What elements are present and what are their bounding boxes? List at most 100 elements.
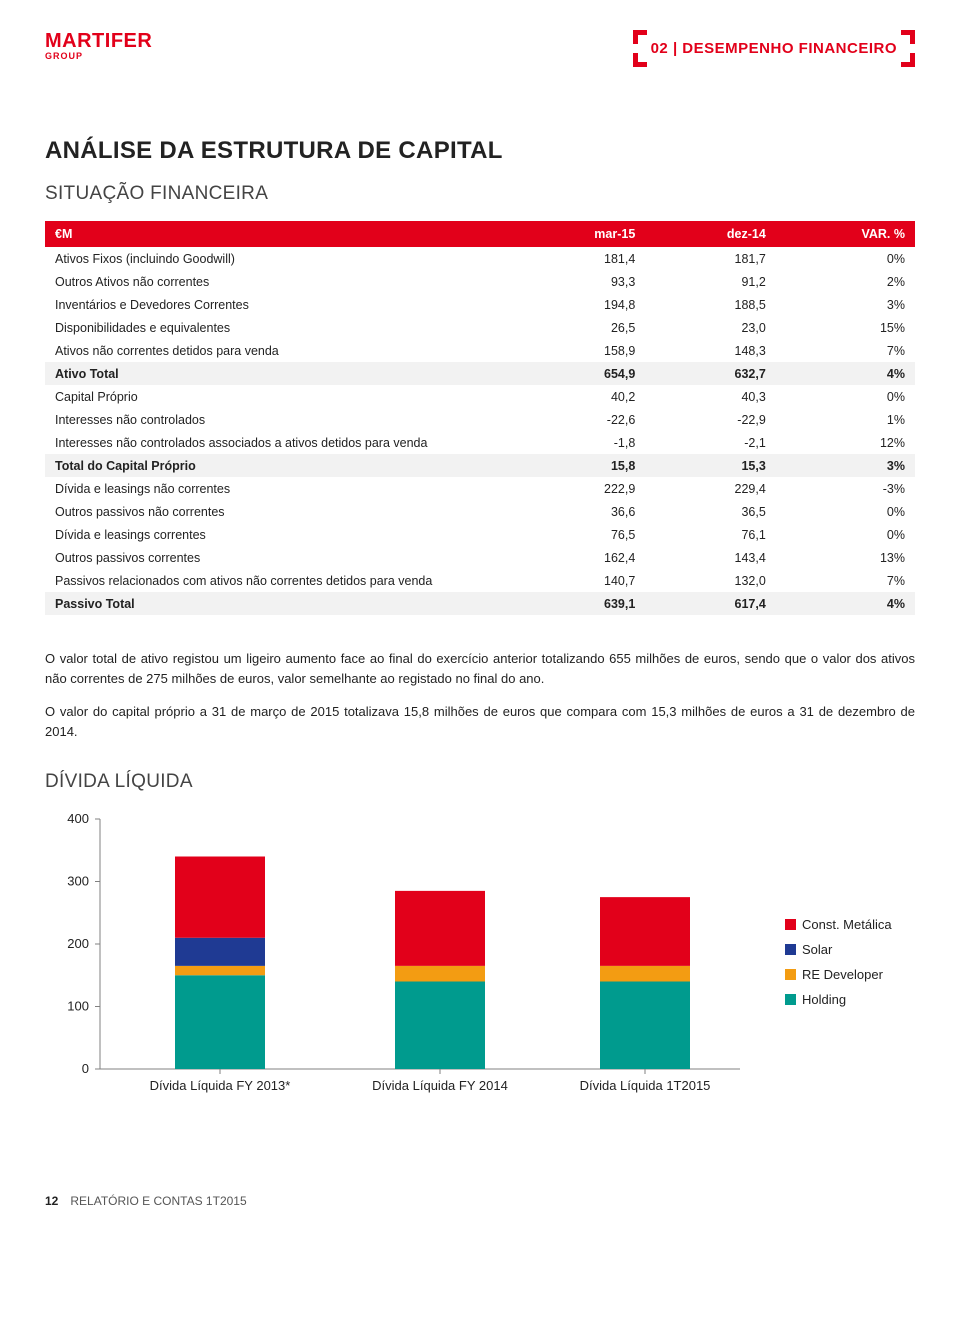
table-cell: 15,3 [645,454,776,477]
table-row: Capital Próprio40,240,30% [45,385,915,408]
table-cell: 15,8 [515,454,646,477]
page-number: 12 [45,1194,58,1208]
legend-item: Solar [785,942,892,957]
table-row: Outros passivos correntes162,4143,413% [45,546,915,569]
table-cell: 143,4 [645,546,776,569]
legend-label: RE Developer [802,967,883,982]
y-tick-label: 300 [67,874,89,889]
chart-section: DÍVIDA LÍQUIDA 0100200300400Dívida Líqui… [45,771,915,1114]
table-row: Passivo Total639,1617,44% [45,592,915,615]
legend-item: Holding [785,992,892,1007]
table-cell: 0% [776,247,915,270]
table-cell: Capital Próprio [45,385,515,408]
table-cell: -22,9 [645,408,776,431]
corner-bl-icon [633,53,647,67]
table-cell: -22,6 [515,408,646,431]
section-tag: 02 | DESEMPENHO FINANCEIRO [633,30,915,67]
section-title-situacao: SITUAÇÃO FINANCEIRA [45,183,915,205]
paragraph-2: O valor do capital próprio a 31 de março… [45,702,915,741]
table-cell: 3% [776,454,915,477]
bar-segment [600,966,690,982]
table-cell: 632,7 [645,362,776,385]
table-cell: 15% [776,316,915,339]
table-cell: 181,4 [515,247,646,270]
bar-segment [175,966,265,975]
table-row: Inventários e Devedores Correntes194,818… [45,293,915,316]
table-row: Disponibilidades e equivalentes26,523,01… [45,316,915,339]
table-cell: Total do Capital Próprio [45,454,515,477]
table-cell: Dívida e leasings correntes [45,523,515,546]
table-cell: Passivos relacionados com ativos não cor… [45,569,515,592]
table-cell: 188,5 [645,293,776,316]
table-cell: 36,6 [515,500,646,523]
x-category-label: Dívida Líquida FY 2014 [372,1078,508,1093]
table-cell: 639,1 [515,592,646,615]
table-cell: 162,4 [515,546,646,569]
table-cell: 158,9 [515,339,646,362]
bar-segment [175,857,265,938]
table-cell: 2% [776,270,915,293]
table-cell: 93,3 [515,270,646,293]
paragraph-1: O valor total de ativo registou um ligei… [45,649,915,688]
table-cell: 140,7 [515,569,646,592]
table-cell: Interesses não controlados [45,408,515,431]
legend-label: Const. Metálica [802,917,892,932]
table-row: Total do Capital Próprio15,815,33% [45,454,915,477]
table-cell: 26,5 [515,316,646,339]
col-header-dez14: dez-14 [645,221,776,247]
table-cell: Ativos Fixos (incluindo Goodwill) [45,247,515,270]
table-cell: 132,0 [645,569,776,592]
col-header-var: VAR. % [776,221,915,247]
bar-segment [600,982,690,1070]
table-cell: Interesses não controlados associados a … [45,431,515,454]
table-cell: -1,8 [515,431,646,454]
table-row: Ativos não correntes detidos para venda1… [45,339,915,362]
table-row: Outros Ativos não correntes93,391,22% [45,270,915,293]
table-cell: -3% [776,477,915,500]
table-cell: -2,1 [645,431,776,454]
legend-swatch-icon [785,944,796,955]
legend-swatch-icon [785,994,796,1005]
table-cell: 12% [776,431,915,454]
y-tick-label: 100 [67,999,89,1014]
table-cell: 148,3 [645,339,776,362]
table-cell: 3% [776,293,915,316]
table-cell: 0% [776,385,915,408]
table-cell: Disponibilidades e equivalentes [45,316,515,339]
bar-segment [395,966,485,982]
x-category-label: Dívida Líquida FY 2013* [150,1078,291,1093]
y-tick-label: 0 [82,1061,89,1076]
table-cell: Inventários e Devedores Correntes [45,293,515,316]
table-header-row: €M mar-15 dez-14 VAR. % [45,221,915,247]
corner-tr-icon [901,30,915,44]
legend-item: Const. Metálica [785,917,892,932]
y-tick-label: 400 [67,811,89,826]
table-row: Passivos relacionados com ativos não cor… [45,569,915,592]
page-title: ANÁLISE DA ESTRUTURA DE CAPITAL [45,137,915,165]
table-cell: Passivo Total [45,592,515,615]
table-row: Outros passivos não correntes36,636,50% [45,500,915,523]
y-tick-label: 200 [67,936,89,951]
legend-item: RE Developer [785,967,892,982]
page-header: MARTIFER GROUP 02 | DESEMPENHO FINANCEIR… [45,30,915,67]
page-footer: 12 RELATÓRIO E CONTAS 1T2015 [45,1194,915,1208]
bar-segment [175,975,265,1069]
table-cell: 91,2 [645,270,776,293]
table-cell: 194,8 [515,293,646,316]
logo: MARTIFER GROUP [45,30,152,61]
table-cell: Dívida e leasings não correntes [45,477,515,500]
chart-legend: Const. Metálica Solar RE Developer Holding [765,809,892,1114]
table-cell: 181,7 [645,247,776,270]
table-cell: 1% [776,408,915,431]
chart-svg: 0 100 200 300 400 Dívida Líquida FY 2013* Dívi… [45,809,765,1109]
table-cell: 76,5 [515,523,646,546]
table-cell: 7% [776,569,915,592]
table-cell: 4% [776,362,915,385]
table-cell: 36,5 [645,500,776,523]
corner-tl-icon [633,30,647,44]
table-row: Ativo Total654,9632,74% [45,362,915,385]
legend-label: Holding [802,992,846,1007]
stacked-bar-chart: 0 100 200 300 400 Dívida Líquida FY 2013* Dívi… [45,809,765,1114]
table-cell: 76,1 [645,523,776,546]
bar-segment [600,897,690,966]
